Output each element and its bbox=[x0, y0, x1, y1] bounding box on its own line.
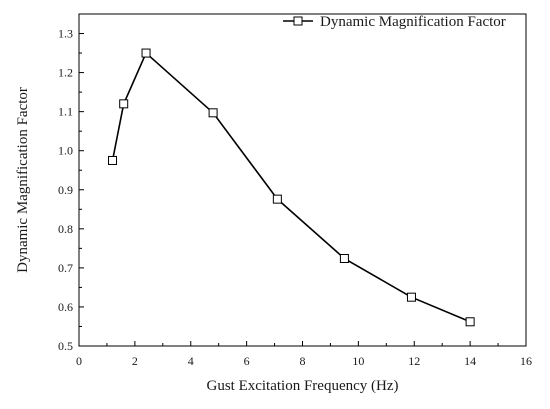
y-tick-label: 1.2 bbox=[58, 66, 73, 80]
legend-entry-dynamic-magnification-factor: Dynamic Magnification Factor bbox=[320, 14, 506, 30]
x-tick-label: 0 bbox=[76, 354, 82, 368]
x-axis-title: Gust Excitation Frequency (Hz) bbox=[206, 378, 398, 394]
x-tick-label: 8 bbox=[300, 354, 306, 368]
data-point-marker bbox=[141, 48, 151, 58]
y-tick-label: 0.9 bbox=[58, 183, 73, 197]
data-point-marker bbox=[108, 155, 118, 165]
x-tick-label: 2 bbox=[132, 354, 138, 368]
y-tick-label: 0.6 bbox=[58, 300, 73, 314]
series-layer bbox=[108, 48, 475, 327]
legend-marker-square bbox=[293, 16, 303, 26]
y-tick-label: 1.1 bbox=[58, 105, 73, 119]
y-tick-label: 0.5 bbox=[58, 339, 73, 353]
x-tick-label: 12 bbox=[408, 354, 420, 368]
y-tick-label: 1.0 bbox=[58, 144, 73, 158]
x-tick-label: 16 bbox=[520, 354, 532, 368]
data-point-marker bbox=[208, 108, 218, 118]
y-axis-ticks: 0.5 0.6 0.7 0.8 0.9 1.0 1.1 1.2 1.3 bbox=[58, 27, 84, 353]
data-point-marker bbox=[339, 254, 349, 264]
data-point-marker bbox=[406, 292, 416, 302]
y-axis-title: Dynamic Magnification Factor bbox=[15, 87, 31, 273]
data-point-marker bbox=[465, 317, 475, 327]
y-tick-label: 0.8 bbox=[58, 222, 73, 236]
y-tick-label: 0.7 bbox=[58, 261, 73, 275]
x-tick-label: 10 bbox=[352, 354, 364, 368]
series-line bbox=[111, 52, 471, 323]
x-tick-label: 6 bbox=[244, 354, 250, 368]
plot-area-frame bbox=[78, 13, 527, 347]
x-tick-label: 14 bbox=[464, 354, 476, 368]
data-point-marker bbox=[272, 194, 282, 204]
x-tick-label: 4 bbox=[188, 354, 194, 368]
data-point-marker bbox=[119, 99, 129, 109]
legend: Dynamic Magnification Factor bbox=[283, 14, 506, 30]
y-tick-label: 1.3 bbox=[58, 27, 73, 41]
x-axis-ticks: 0 2 4 6 8 10 12 14 16 bbox=[76, 341, 532, 368]
